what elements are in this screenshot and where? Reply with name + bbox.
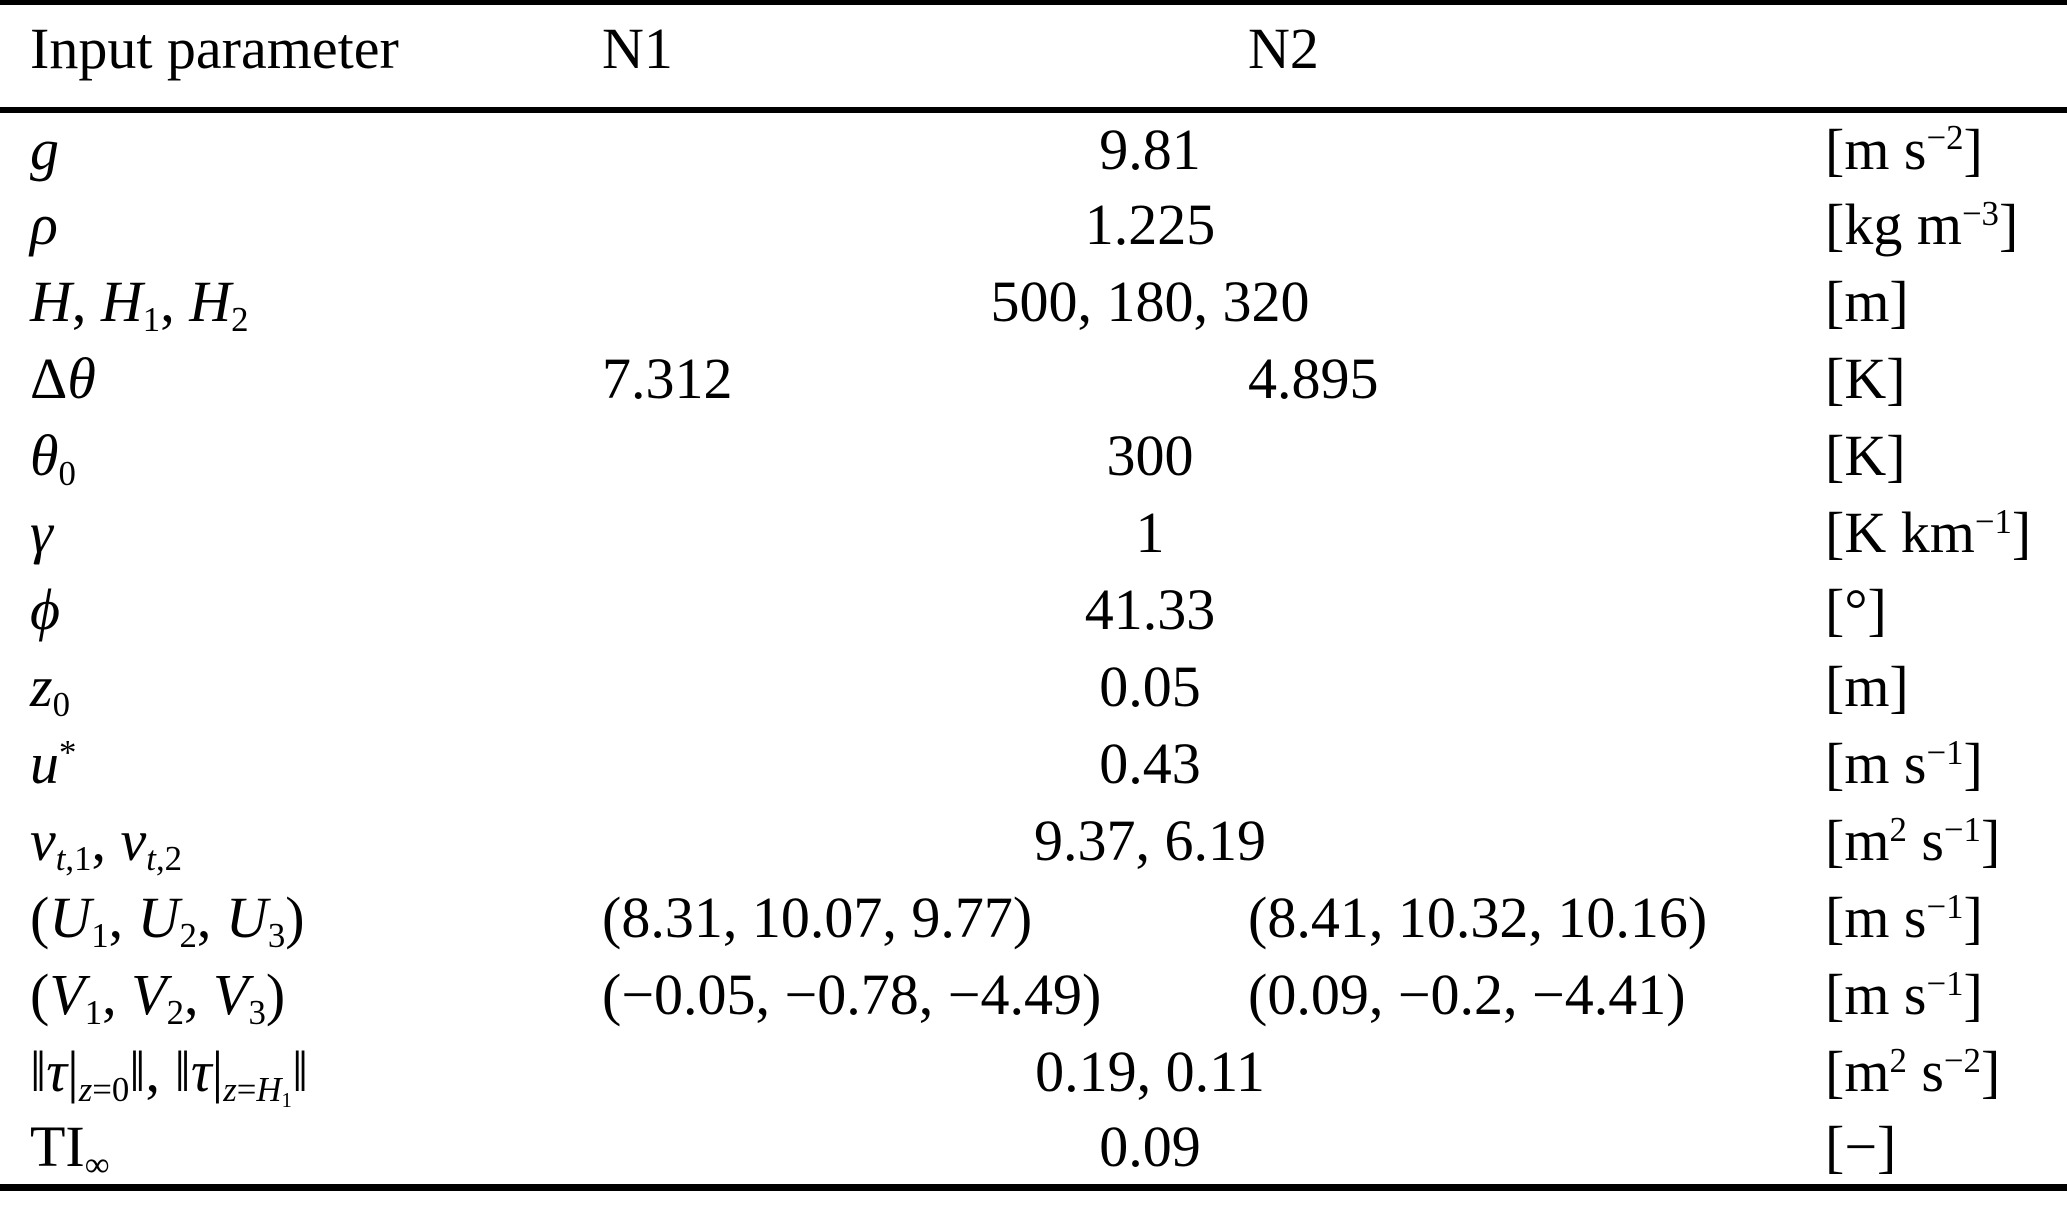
table-row-tau-norms: ‖τ|z=0‖, ‖τ|z=H1‖ 0.19, 0.11 [m2 s−2] (0, 1034, 2067, 1111)
table-row-u-components: (U1, U2, U3) (8.31, 10.07, 9.77) (8.41, … (0, 880, 2067, 957)
param-cell: Δθ (30, 346, 96, 411)
table-row-gamma: γ 1 [K km−1] (0, 495, 2067, 572)
merged-value-cell: 1 (1135, 500, 1165, 565)
table-row-phi: ϕ 41.33 [°] (0, 572, 2067, 649)
table-row-ustar: u* 0.43 [m s−1] (0, 726, 2067, 803)
units-cell: [m s−1] (1825, 885, 1983, 950)
param-cell: ρ (30, 192, 58, 257)
header-input-parameter: Input parameter (0, 2, 570, 113)
units-cell: [m] (1825, 654, 1909, 719)
units-cell: [m s−1] (1825, 962, 1983, 1027)
table-header-row: Input parameter N1 N2 (0, 2, 2067, 113)
n2-value-cell: (8.41, 10.32, 10.16) (1248, 885, 1708, 950)
units-cell: [kg m−3] (1825, 192, 2019, 257)
merged-value-cell: 9.81 (1099, 116, 1201, 182)
merged-value-cell: 500, 180, 320 (990, 269, 1310, 334)
units-cell: [K km−1] (1825, 500, 2032, 565)
units-cell: [m] (1825, 269, 1909, 334)
param-cell: z0 (30, 654, 70, 724)
table-row-g: g 9.81 [m s−2] (0, 110, 2067, 187)
param-cell: TI∞ (30, 1114, 110, 1184)
param-cell: θ0 (30, 423, 76, 493)
table-row-nu-t: νt,1, νt,2 9.37, 6.19 [m2 s−1] (0, 803, 2067, 880)
table-row-rho: ρ 1.225 [kg m−3] (0, 187, 2067, 264)
merged-value-cell: 0.05 (1099, 654, 1201, 719)
table-row-delta-theta: Δθ 7.312 4.895 [K] (0, 341, 2067, 418)
table-row-ti-infinity: TI∞ 0.09 [−] (0, 1111, 2067, 1188)
param-cell: u* (30, 731, 77, 796)
merged-value-cell: 9.37, 6.19 (1034, 808, 1266, 873)
n2-value-cell: 4.895 (1248, 346, 1379, 411)
units-cell: [m s−2] (1825, 116, 1983, 182)
param-cell: g (30, 116, 59, 182)
param-cell: (V1, V2, V3) (30, 962, 286, 1032)
units-cell: [K] (1825, 346, 1906, 411)
table-row-z0: z0 0.05 [m] (0, 649, 2067, 726)
header-n1: N1 (570, 2, 1220, 113)
input-parameters-table: Input parameter N1 N2 g 9.81 [m s−2] ρ 1… (0, 0, 2067, 1191)
units-cell: [K] (1825, 423, 1906, 488)
merged-value-cell: 41.33 (1084, 577, 1216, 642)
merged-value-cell: 1.225 (1084, 192, 1216, 257)
n2-value-cell: (0.09, −0.2, −4.41) (1248, 962, 1686, 1027)
param-cell: (U1, U2, U3) (30, 885, 305, 955)
n1-value-cell: 7.312 (602, 346, 733, 411)
param-cell: ϕ (30, 577, 61, 642)
header-units-spacer (1800, 2, 2067, 113)
param-cell: H, H1, H2 (30, 269, 249, 339)
merged-value-cell: 300 (1106, 423, 1194, 488)
units-cell: [m s−1] (1825, 731, 1983, 796)
merged-value-cell: 0.19, 0.11 (1035, 1039, 1265, 1104)
units-cell: [°] (1825, 577, 1887, 642)
units-cell: [−] (1825, 1114, 1897, 1180)
n1-value-cell: (−0.05, −0.78, −4.49) (602, 962, 1102, 1027)
param-cell: γ (30, 500, 53, 565)
merged-value-cell: 0.09 (1099, 1114, 1201, 1180)
param-cell: ‖τ|z=0‖, ‖τ|z=H1‖ (30, 1039, 309, 1112)
merged-value-cell: 0.43 (1099, 731, 1201, 796)
units-cell: [m2 s−2] (1825, 1039, 2001, 1104)
header-n2: N2 (1220, 2, 1800, 113)
table-row-heights: H, H1, H2 500, 180, 320 [m] (0, 264, 2067, 341)
param-cell: νt,1, νt,2 (30, 808, 183, 878)
units-cell: [m2 s−1] (1825, 808, 2001, 873)
n1-value-cell: (8.31, 10.07, 9.77) (602, 885, 1033, 950)
table-row-theta0: θ0 300 [K] (0, 418, 2067, 495)
table-row-v-components: (V1, V2, V3) (−0.05, −0.78, −4.49) (0.09… (0, 957, 2067, 1034)
